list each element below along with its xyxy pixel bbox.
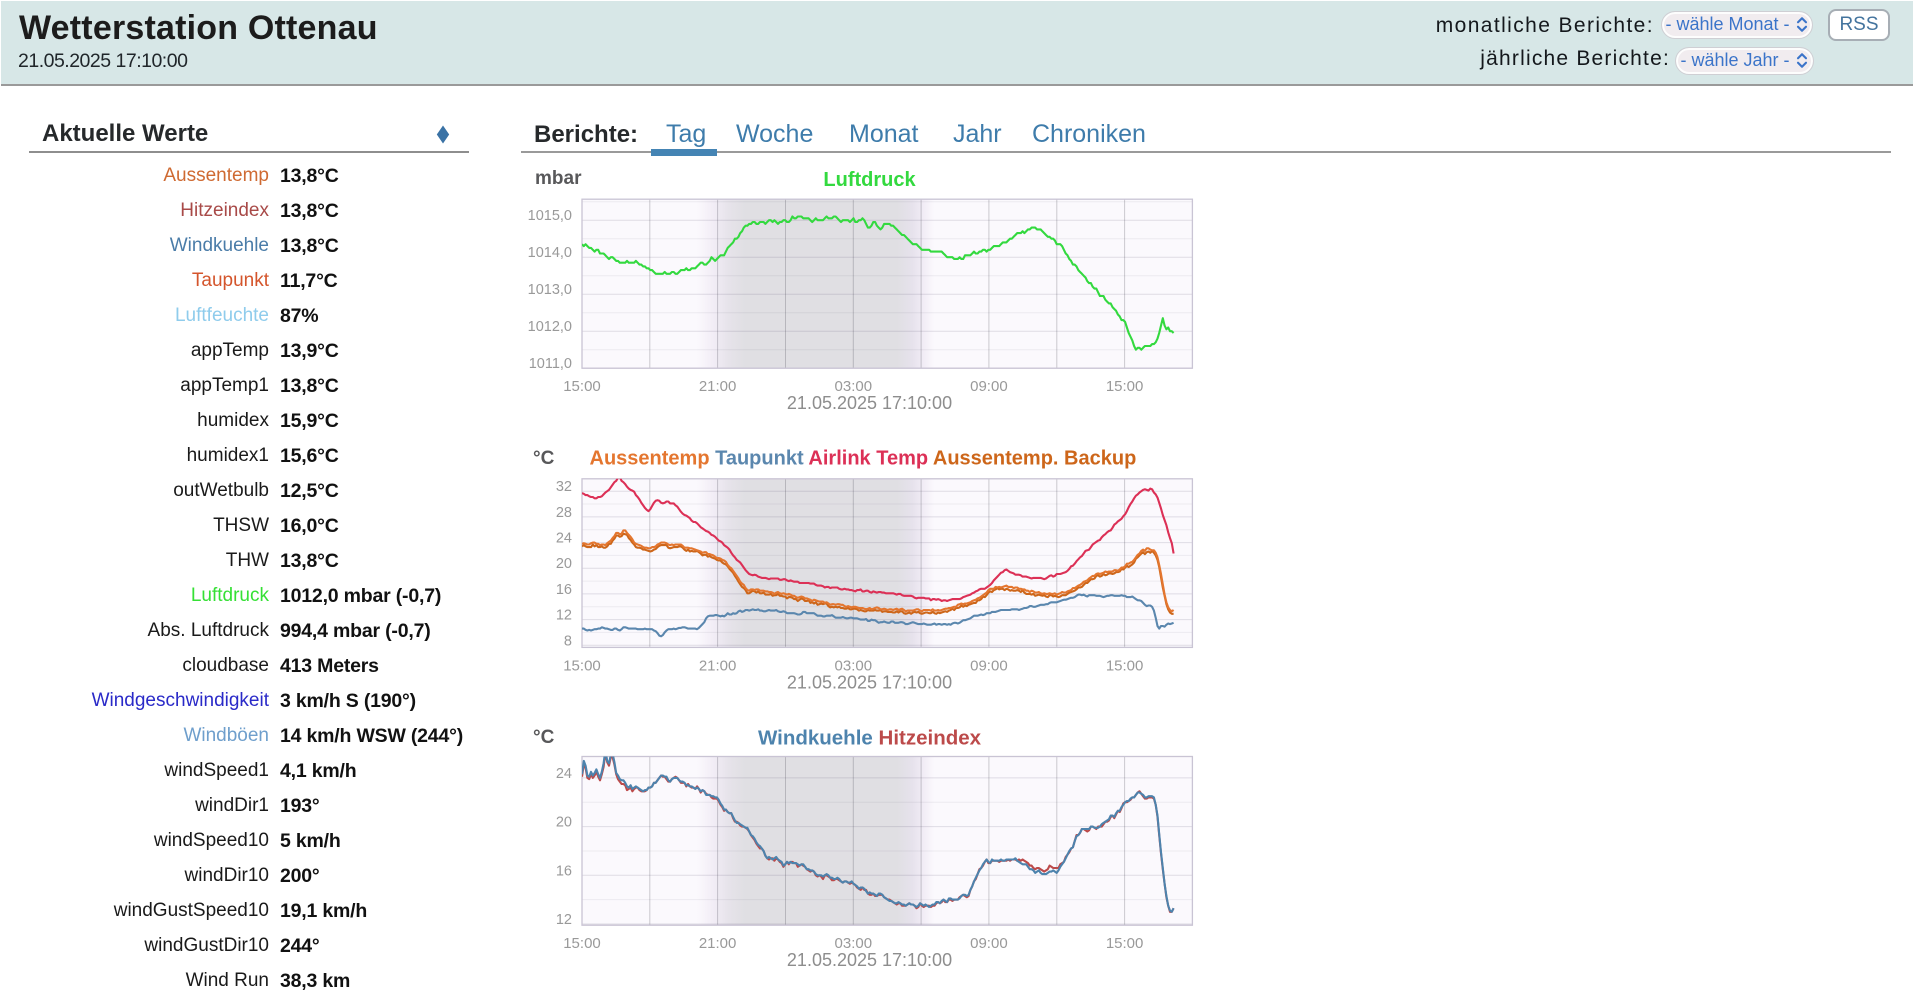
svg-text:1015,0: 1015,0 [528, 208, 572, 224]
svg-text:15:00: 15:00 [563, 935, 601, 952]
svg-text:20: 20 [556, 815, 572, 831]
svg-text:32: 32 [556, 479, 572, 495]
svg-text:24: 24 [556, 531, 572, 547]
svg-text:12: 12 [556, 912, 572, 928]
svg-text:21.05.2025 17:10:00: 21.05.2025 17:10:00 [787, 950, 952, 970]
svg-text:Aussentemp Taupunkt Airlink Te: Aussentemp Taupunkt Airlink Temp Aussent… [590, 448, 1137, 470]
svg-text:28: 28 [556, 505, 572, 521]
svg-text:21.05.2025 17:10:00: 21.05.2025 17:10:00 [787, 672, 952, 692]
svg-text:21:00: 21:00 [699, 378, 737, 395]
svg-text:21.05.2025 17:10:00: 21.05.2025 17:10:00 [787, 393, 952, 413]
svg-text:1013,0: 1013,0 [528, 282, 572, 298]
svg-text:09:00: 09:00 [970, 935, 1008, 952]
svg-text:°C: °C [533, 727, 555, 748]
svg-text:03:00: 03:00 [835, 935, 873, 952]
svg-text:03:00: 03:00 [835, 657, 873, 674]
svg-text:15:00: 15:00 [563, 378, 601, 395]
svg-text:09:00: 09:00 [970, 378, 1008, 395]
svg-text:16: 16 [556, 863, 572, 879]
svg-text:03:00: 03:00 [835, 378, 873, 395]
svg-text:16: 16 [556, 582, 572, 598]
svg-text:15:00: 15:00 [563, 657, 601, 674]
svg-text:21:00: 21:00 [699, 657, 737, 674]
svg-text:24: 24 [556, 766, 572, 782]
svg-text:20: 20 [556, 556, 572, 572]
svg-text:12: 12 [556, 608, 572, 624]
svg-text:1011,0: 1011,0 [529, 356, 572, 372]
svg-text:15:00: 15:00 [1106, 657, 1144, 674]
svg-text:15:00: 15:00 [1106, 935, 1144, 952]
svg-text:21:00: 21:00 [699, 935, 737, 952]
svg-text:09:00: 09:00 [970, 657, 1008, 674]
svg-text:15:00: 15:00 [1106, 378, 1144, 395]
svg-text:8: 8 [564, 633, 572, 649]
svg-text:°C: °C [533, 448, 555, 469]
svg-text:Luftdruck: Luftdruck [823, 169, 916, 191]
svg-text:mbar: mbar [535, 168, 582, 189]
svg-text:Windkuehle Hitzeindex: Windkuehle Hitzeindex [758, 727, 982, 750]
svg-text:1014,0: 1014,0 [528, 245, 572, 261]
svg-text:1012,0: 1012,0 [528, 319, 572, 335]
